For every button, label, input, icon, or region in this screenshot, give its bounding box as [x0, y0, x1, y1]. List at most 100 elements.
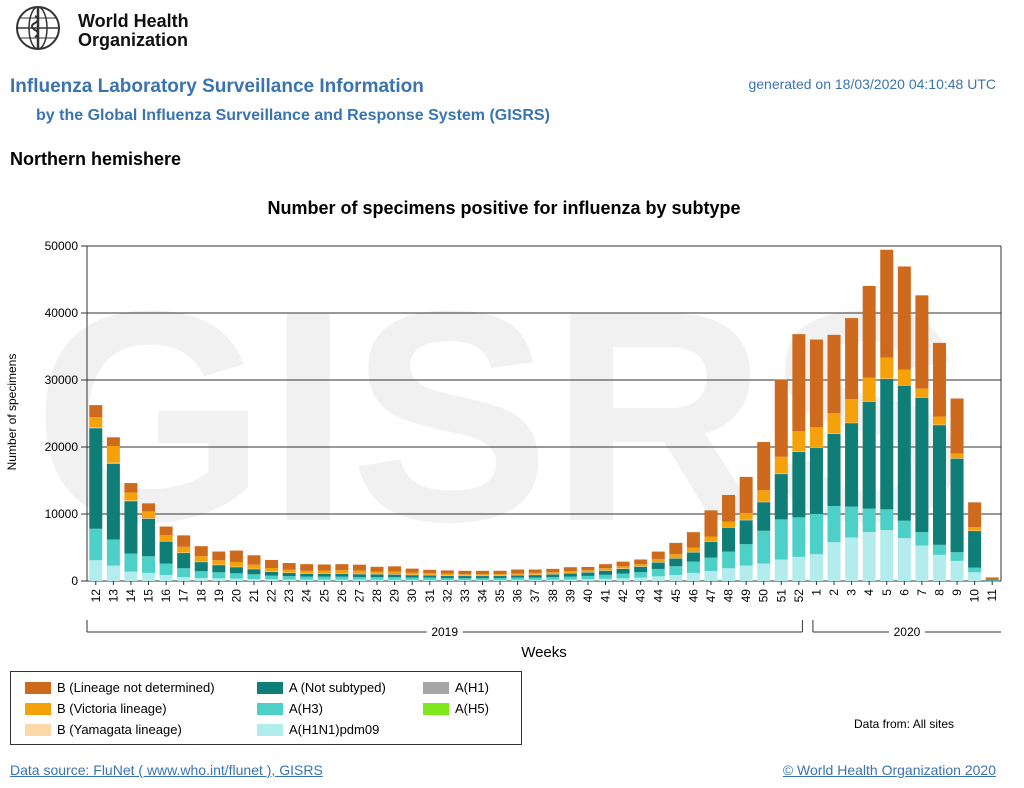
bar-segment — [177, 546, 191, 553]
data-source-link[interactable]: Data source: FluNet ( www.who.int/flunet… — [10, 762, 323, 778]
watermark-text: GISRS — [33, 248, 967, 584]
legend-swatch — [25, 723, 51, 736]
bar-segment — [159, 540, 173, 542]
bar-segment — [669, 558, 683, 567]
bar-segment — [950, 458, 964, 459]
x-tick-label: 24 — [300, 589, 314, 603]
x-tick-label: 17 — [177, 589, 191, 603]
bar-segment — [159, 541, 173, 564]
bar-segment — [475, 580, 489, 581]
bar-segment — [229, 561, 243, 567]
page-subtitle: by the Global Influenza Surveillance and… — [36, 107, 550, 124]
chart-title: Number of specimens positive for influen… — [267, 198, 741, 218]
bar-segment — [282, 572, 296, 577]
bar-segment — [651, 562, 665, 569]
bar-segment — [686, 532, 700, 548]
bar-segment — [405, 572, 419, 575]
legend-item: A(H5) — [423, 701, 489, 716]
bar-segment — [757, 530, 771, 564]
bar-segment — [423, 573, 437, 575]
bar-segment — [968, 572, 982, 581]
bar-segment — [932, 342, 946, 417]
bar-segment — [458, 570, 472, 575]
bar-segment — [599, 574, 613, 579]
bar-segment — [493, 575, 507, 576]
x-tick-label: 19 — [212, 589, 226, 603]
bar-segment — [739, 565, 753, 581]
bar-segment — [212, 564, 226, 573]
x-tick-label: 33 — [458, 589, 472, 603]
x-tick-label: 6 — [897, 589, 911, 596]
bar-segment — [458, 574, 472, 576]
bar-segment — [352, 576, 366, 580]
legend-label: B (Yamagata lineage) — [57, 722, 182, 737]
bar-segment — [423, 577, 437, 580]
bar-segment — [475, 575, 489, 579]
x-tick-label: 39 — [563, 589, 577, 603]
bar-segment — [880, 530, 894, 581]
bar-segment — [739, 519, 753, 521]
bar-segment — [475, 570, 489, 575]
bar-segment — [546, 579, 560, 581]
bar-segment — [142, 572, 156, 581]
x-axis-label: Weeks — [521, 644, 567, 661]
x-tick-label: 10 — [968, 589, 982, 603]
bar-segment — [686, 551, 700, 553]
bar-segment — [405, 574, 419, 576]
bar-segment — [546, 572, 560, 574]
bar-segment — [265, 568, 279, 572]
bar-segment — [405, 568, 419, 573]
x-tick-label: 31 — [423, 589, 437, 603]
bar-segment — [528, 577, 542, 580]
bar-segment — [335, 564, 349, 571]
copyright-link[interactable]: © World Health Organization 2020 — [782, 762, 996, 778]
bar-segment — [563, 573, 577, 577]
bar-segment — [352, 573, 366, 575]
bar-segment — [388, 571, 402, 575]
bar-segment — [932, 424, 946, 545]
x-tick-label: 28 — [370, 589, 384, 603]
bar-segment — [142, 511, 156, 519]
bar-segment — [247, 564, 261, 569]
x-tick-label: 46 — [686, 589, 700, 603]
x-tick-label: 26 — [335, 589, 349, 603]
bar-segment — [159, 535, 173, 541]
bar-segment — [352, 570, 366, 574]
x-tick-label: 42 — [616, 589, 630, 603]
x-tick-label: 11 — [985, 589, 999, 602]
bar-segment — [792, 556, 806, 581]
bar-segment — [106, 539, 120, 566]
bar-segment — [985, 577, 999, 580]
bar-segment — [177, 552, 191, 569]
bar-segment — [932, 424, 946, 426]
bar-segment — [809, 447, 823, 448]
bar-segment — [177, 552, 191, 553]
bar-segment — [897, 266, 911, 370]
bar-segment — [317, 564, 331, 571]
bar-segment — [475, 578, 489, 581]
bar-segment — [616, 566, 630, 569]
bar-segment — [528, 574, 542, 576]
y-tick-label: 50000 — [45, 239, 79, 253]
bar-segment — [581, 571, 595, 573]
x-tick-label: 50 — [757, 589, 771, 603]
bar-segment — [458, 580, 472, 581]
bar-segment — [616, 578, 630, 581]
legend: B (Lineage not determined) B (Victoria li… — [10, 671, 522, 745]
x-tick-label: 20 — [229, 589, 243, 603]
bar-segment — [106, 446, 120, 463]
bar-segment — [194, 561, 208, 563]
bar-segment — [880, 357, 894, 379]
bar-segment — [493, 570, 507, 575]
bar-segment — [634, 572, 648, 578]
bar-segment — [704, 570, 718, 581]
bar-segment — [229, 566, 243, 568]
bar-segment — [212, 572, 226, 579]
bar-segment — [124, 500, 138, 501]
bar-segment — [651, 561, 665, 563]
bar-segment — [352, 579, 366, 581]
bar-segment — [722, 551, 736, 569]
bar-segment — [317, 579, 331, 581]
bar-segment — [915, 388, 929, 398]
bar-segment — [511, 577, 525, 580]
